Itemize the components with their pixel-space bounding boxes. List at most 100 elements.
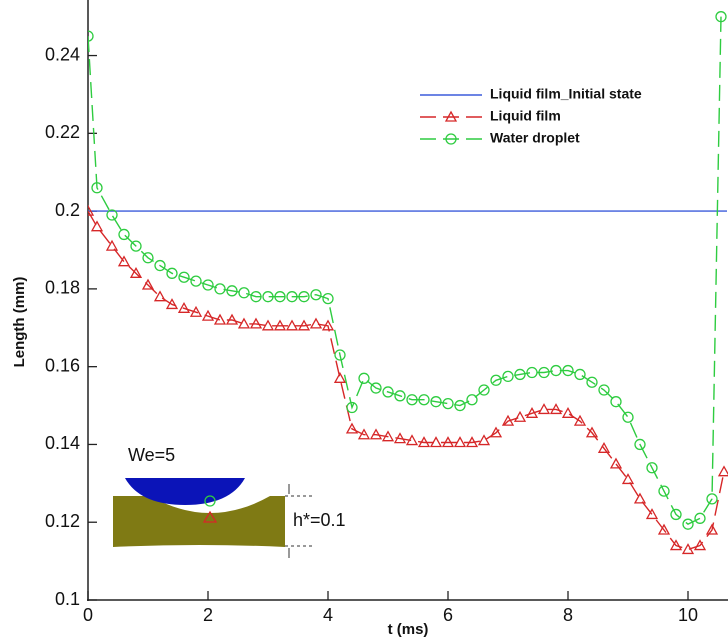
x-tick-label: 0 bbox=[83, 605, 93, 625]
legend-marker bbox=[445, 133, 457, 145]
marker bbox=[105, 239, 119, 251]
marker bbox=[442, 397, 454, 410]
marker bbox=[706, 493, 718, 505]
marker bbox=[489, 426, 503, 438]
marker bbox=[190, 275, 202, 287]
marker bbox=[682, 518, 694, 530]
marker bbox=[537, 403, 551, 415]
marker bbox=[201, 309, 215, 321]
marker bbox=[225, 313, 239, 325]
y-tick-label: 0.16 bbox=[45, 355, 80, 375]
x-tick-label: 4 bbox=[323, 605, 333, 625]
marker bbox=[430, 396, 442, 408]
marker bbox=[346, 401, 358, 414]
y-tick-label: 0.22 bbox=[45, 122, 80, 142]
x-tick-label: 10 bbox=[678, 605, 698, 625]
y-tick-label: 0.14 bbox=[45, 433, 80, 453]
marker bbox=[429, 436, 443, 448]
marker bbox=[513, 410, 527, 422]
marker bbox=[165, 298, 179, 310]
marker bbox=[502, 370, 514, 383]
marker bbox=[514, 368, 526, 381]
marker bbox=[574, 368, 586, 381]
marker bbox=[117, 255, 131, 267]
marker bbox=[705, 523, 719, 535]
marker bbox=[393, 432, 407, 444]
marker bbox=[273, 319, 287, 331]
marker bbox=[213, 313, 227, 325]
marker bbox=[298, 291, 310, 303]
x-tick-label: 8 bbox=[563, 605, 573, 625]
marker bbox=[657, 523, 671, 535]
marker bbox=[262, 291, 274, 303]
marker bbox=[382, 386, 394, 398]
marker bbox=[597, 441, 611, 453]
marker bbox=[286, 291, 298, 303]
marker bbox=[297, 319, 311, 331]
y-tick-label: 0.18 bbox=[45, 278, 80, 298]
marker bbox=[454, 399, 466, 412]
marker bbox=[153, 290, 167, 302]
marker bbox=[322, 292, 334, 305]
marker bbox=[91, 182, 103, 194]
marker bbox=[645, 508, 659, 520]
marker bbox=[405, 434, 419, 446]
marker bbox=[106, 209, 118, 221]
marker bbox=[694, 512, 706, 524]
marker bbox=[622, 411, 634, 423]
y-tick-label: 0.1 bbox=[55, 589, 80, 609]
marker bbox=[417, 436, 431, 448]
marker bbox=[129, 266, 143, 278]
marker bbox=[226, 285, 238, 297]
series-line bbox=[88, 16, 722, 525]
marker bbox=[309, 317, 323, 329]
inset bbox=[113, 478, 312, 558]
marker bbox=[369, 428, 383, 440]
marker bbox=[238, 287, 250, 299]
y-axis-label: Length (mm) bbox=[11, 277, 28, 368]
annotation: h*=0.1 bbox=[293, 510, 346, 530]
marker bbox=[178, 271, 190, 283]
marker bbox=[441, 436, 455, 448]
marker bbox=[357, 428, 371, 440]
marker bbox=[658, 485, 670, 497]
marker bbox=[465, 436, 479, 448]
y-tick-label: 0.12 bbox=[45, 511, 80, 531]
marker bbox=[585, 426, 599, 438]
marker bbox=[550, 364, 562, 377]
marker bbox=[154, 259, 166, 272]
marker bbox=[274, 291, 286, 303]
x-tick-label: 2 bbox=[203, 605, 213, 625]
marker bbox=[189, 305, 203, 317]
marker bbox=[538, 366, 550, 379]
inset-triangle bbox=[202, 510, 218, 523]
marker bbox=[249, 317, 263, 329]
marker bbox=[501, 414, 515, 426]
marker bbox=[141, 278, 155, 290]
marker bbox=[358, 372, 370, 384]
marker bbox=[693, 539, 707, 551]
marker bbox=[381, 430, 395, 442]
marker bbox=[715, 11, 727, 23]
y-tick-label: 0.2 bbox=[55, 200, 80, 220]
marker bbox=[525, 406, 539, 418]
marker bbox=[609, 457, 623, 469]
marker bbox=[310, 289, 322, 301]
marker bbox=[573, 414, 587, 426]
marker bbox=[250, 291, 262, 303]
marker bbox=[526, 366, 538, 379]
marker bbox=[88, 204, 95, 216]
legend-label: Liquid film_Initial state bbox=[490, 86, 642, 102]
legend-label: Liquid film bbox=[490, 108, 561, 124]
marker bbox=[586, 376, 598, 388]
marker bbox=[477, 434, 491, 446]
marker bbox=[202, 279, 214, 291]
marker bbox=[610, 396, 622, 408]
marker bbox=[549, 403, 563, 415]
marker bbox=[670, 508, 682, 521]
marker bbox=[285, 319, 299, 331]
marker bbox=[214, 283, 226, 295]
marker bbox=[261, 319, 275, 331]
marker bbox=[370, 382, 382, 394]
